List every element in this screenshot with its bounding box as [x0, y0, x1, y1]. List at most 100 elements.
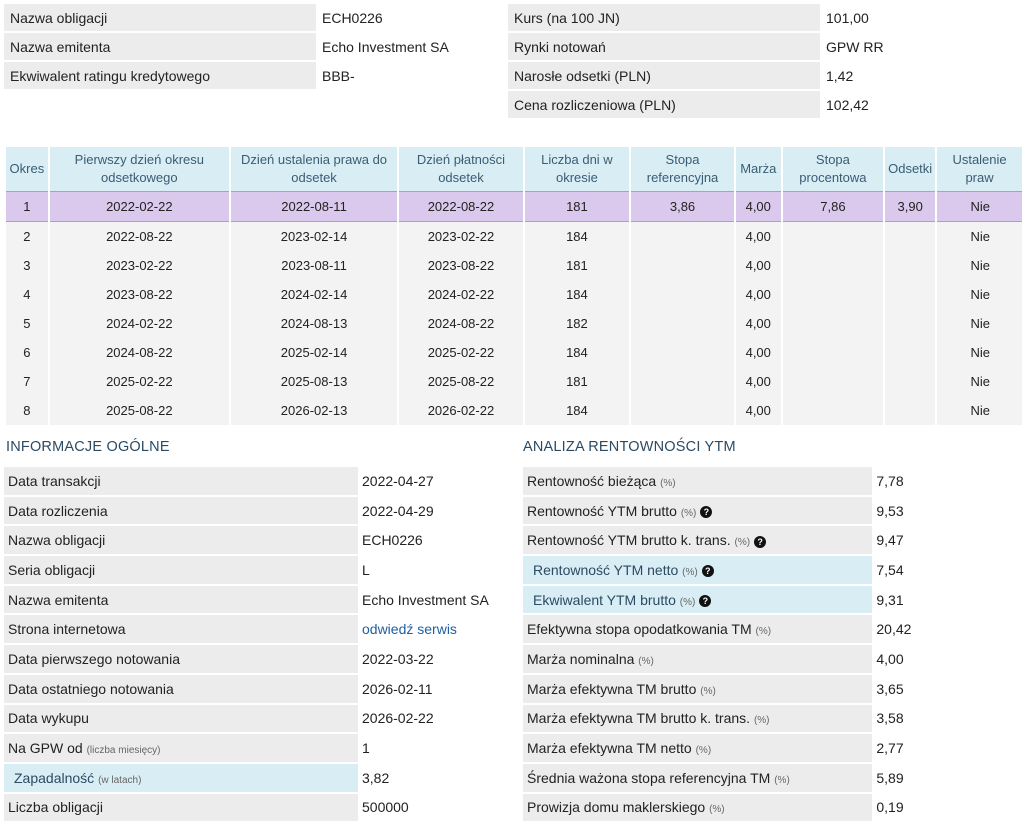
period-cell: 4,00: [735, 251, 781, 280]
periods-column-header: Liczba dni w okresie: [524, 147, 630, 191]
ytm-note: (%): [774, 774, 790, 786]
summary-row: Narosłe odsetki (PLN) 1,42: [508, 62, 1022, 89]
summary-value: 101,00: [820, 4, 1022, 31]
ytm-note: (%): [734, 537, 751, 549]
help-icon[interactable]: ?: [701, 565, 714, 578]
period-cell: Nie: [937, 280, 1022, 309]
info-value-cell: L: [358, 556, 516, 584]
ytm-value: 9,47: [876, 532, 904, 549]
period-cell: Nie: [937, 251, 1022, 280]
period-cell: [631, 222, 734, 251]
period-cell: 2022-08-11: [230, 191, 398, 222]
info-value: 2022-03-22: [362, 650, 434, 667]
info-label: Zapadalność: [14, 769, 95, 786]
info-value: 2026-02-11: [362, 680, 433, 697]
ytm-note: (%): [680, 507, 697, 519]
info-value-cell: 2026-02-22: [358, 704, 516, 733]
ytm-row: Marża efektywna TM netto (%) 2,77: [523, 734, 1024, 762]
period-cell: 2023-02-22: [399, 222, 523, 251]
period-cell: [782, 367, 884, 396]
ytm-label-cell: Marża nominalna (%): [523, 645, 873, 673]
period-cell: [885, 367, 936, 396]
period-cell: 2025-02-14: [230, 338, 398, 367]
info-label-cell: Seria obligacji: [4, 556, 358, 584]
period-cell: 2024-08-22: [399, 309, 523, 338]
period-cell: Nie: [937, 309, 1022, 338]
period-cell: 4: [6, 280, 48, 309]
website-link[interactable]: odwiedź serwis: [362, 621, 457, 638]
period-cell: 2022-02-22: [49, 191, 229, 222]
summary-value: ECH0226: [316, 4, 506, 31]
period-cell: [782, 222, 884, 251]
info-note: (liczba miesięcy): [86, 745, 161, 757]
period-cell: 2025-08-13: [230, 367, 398, 396]
ytm-note: (%): [709, 804, 725, 816]
period-cell: 2023-02-14: [230, 222, 398, 251]
info-label: Na GPW od: [8, 740, 83, 757]
period-cell: 4,00: [735, 191, 781, 222]
info-value: 2022-04-27: [362, 472, 434, 489]
period-cell: 2025-02-22: [399, 338, 523, 367]
period-cell: 2024-02-22: [49, 309, 229, 338]
periods-column-header: Dzień ustalenia prawa do odsetek: [230, 147, 398, 191]
period-cell: Nie: [937, 191, 1022, 222]
ytm-row: Marża nominalna (%) 4,00: [523, 645, 1024, 673]
ytm-value-cell: 0,19: [872, 793, 1024, 822]
period-row: 8 2025-08-22 2026-02-13 2026-02-22 184 4,00 Ni…: [6, 396, 1022, 425]
info-value: 3,82: [362, 769, 390, 786]
ytm-label: Marża efektywna TM netto: [527, 740, 692, 757]
period-cell: [631, 309, 734, 338]
summary-row: Rynki notowań GPW RR: [508, 33, 1022, 60]
ytm-label: Rentowność YTM brutto k. trans.: [527, 532, 731, 549]
period-cell: 2022-08-22: [399, 191, 523, 222]
ytm-value-cell: 5,89: [872, 763, 1024, 792]
ytm-label: Prowizja domu maklerskiego: [527, 799, 706, 816]
info-value: 500000: [362, 799, 409, 816]
ytm-note: (%): [695, 745, 712, 757]
bond-summary-right: Kurs (na 100 JN) 101,00 Rynki notowań GPW R…: [508, 2, 1022, 120]
periods-column-header: Ustalenie praw: [937, 147, 1022, 191]
help-icon[interactable]: ?: [699, 594, 712, 607]
info-label: Data wykupu: [8, 710, 89, 727]
period-cell: 2026-02-13: [230, 396, 398, 425]
info-value: L: [362, 561, 370, 578]
summary-row: Ekwiwalent ratingu kredytowego BBB-: [4, 62, 506, 89]
periods-column-header: Marża: [735, 147, 781, 191]
summary-row: Kurs (na 100 JN) 101,00: [508, 4, 1022, 31]
ytm-note: (%): [755, 626, 772, 638]
period-cell: 1: [6, 191, 48, 222]
ytm-label-cell: Marża efektywna TM brutto k. trans. (%): [523, 704, 873, 733]
info-row: Nazwa emitenta Echo Investment SA: [4, 585, 516, 614]
summary-label: Kurs (na 100 JN): [508, 4, 820, 31]
periods-column-header: Okres: [6, 147, 48, 191]
help-icon[interactable]: ?: [700, 505, 713, 518]
info-label-cell: Data wykupu: [4, 704, 358, 733]
period-cell: 8: [6, 396, 48, 425]
ytm-row: Ekwiwalent YTM brutto (%)? 9,31: [523, 585, 1024, 614]
ytm-row: Średnia ważona stopa referencyjna TM (%)…: [523, 763, 1024, 792]
info-row: Data ostatniego notowania 2026-02-11: [4, 674, 516, 703]
period-row: 4 2023-08-22 2024-02-14 2024-02-22 184 4,00 Ni…: [6, 280, 1022, 309]
period-cell: [885, 222, 936, 251]
info-label: Nazwa obligacji: [8, 532, 106, 549]
ytm-value: 20,42: [876, 621, 912, 638]
periods-header-row: Okres Pierwszy dzień okresu odsetkowego Dz…: [6, 147, 1022, 191]
period-cell: 2025-02-22: [49, 367, 229, 396]
period-cell: 2024-08-13: [230, 309, 398, 338]
ytm-row: Marża efektywna TM brutto (%) 3,65: [523, 674, 1024, 703]
period-cell: 2024-02-14: [230, 280, 398, 309]
info-value: Echo Investment SA: [362, 591, 489, 608]
info-value-cell: 3,82: [358, 763, 516, 792]
help-icon[interactable]: ?: [754, 535, 767, 548]
period-cell: 7,86: [782, 191, 884, 222]
period-cell: [885, 309, 936, 338]
ytm-note: (%): [660, 477, 676, 489]
info-row: Data transakcji 2022-04-27: [4, 467, 516, 495]
general-info-title: INFORMACJE OGÓLNE: [6, 439, 170, 455]
period-cell: 2023-02-22: [49, 251, 229, 280]
period-row: 6 2024-08-22 2025-02-14 2025-02-22 184 4,00 Ni…: [6, 338, 1022, 367]
ytm-value: 3,65: [876, 680, 904, 697]
ytm-label: Średnia ważona stopa referencyjna TM: [527, 769, 771, 786]
info-row: Strona internetowa odwiedź serwis: [4, 615, 516, 644]
summary-label: Cena rozliczeniowa (PLN): [508, 91, 820, 118]
